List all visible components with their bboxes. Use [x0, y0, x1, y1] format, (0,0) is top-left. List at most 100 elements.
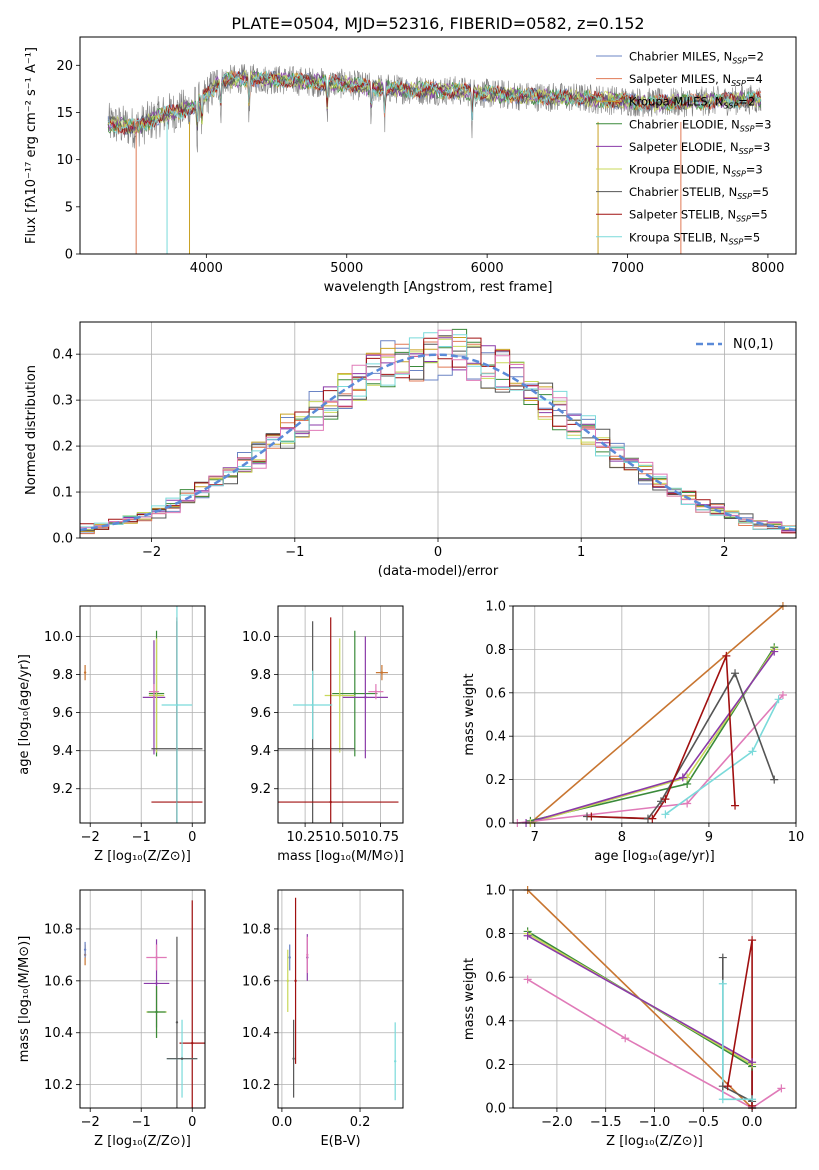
- panel-age-vs-mass: 10.25 10.50 10.75 9.2 9.4 9.6 9.8 10.0 mass [log…: [242, 605, 404, 864]
- axes-frame: [277, 605, 404, 824]
- data-point: [393, 1060, 397, 1063]
- data-point: [191, 1041, 194, 1045]
- legend-entry: Kroupa ELODIE, NSSP=3: [629, 163, 763, 179]
- data-point: [374, 690, 378, 693]
- x-tick-label: 0: [188, 1115, 196, 1130]
- x-tick-label: 0: [188, 830, 196, 845]
- legend-entry: Chabrier MILES, NSSP=2: [629, 50, 764, 66]
- model-spectrum-line: [107, 71, 762, 135]
- mass-weight-marker: [678, 773, 687, 782]
- x-tick-label: −2: [142, 545, 161, 560]
- panel-residuals: −2 −1 0 1 2 0.0 0.1 0.2 0.3 0.4 (data-model)/error…: [24, 321, 797, 579]
- x-tick-label: 6000: [471, 261, 504, 276]
- mass-weight-marker: [748, 1058, 757, 1067]
- mass-weight-series-line: [527, 978, 782, 1108]
- y-tick-label: 9.8: [250, 668, 271, 683]
- x-tick-label: 5000: [330, 261, 363, 276]
- y-tick-label: 0.4: [52, 348, 73, 363]
- y-tick-label: 10.6: [44, 974, 73, 989]
- y-tick-label: 10.8: [242, 922, 271, 937]
- mass-weight-marker: [723, 1082, 732, 1091]
- x-tick-label: 0.0: [272, 1115, 293, 1130]
- y-tick-label: 9.4: [52, 744, 73, 759]
- model-spectrum-line: [107, 70, 762, 135]
- data-point: [155, 956, 158, 959]
- mass-weight-marker: [770, 647, 779, 656]
- mass-weight-marker: [731, 801, 740, 810]
- panel-massweight-vs-age: 7 8 9 10 0.0 0.2 0.4 0.6 0.8 1.0 age [log₁₀(age/yr…: [462, 600, 804, 865]
- x-axis-label: wavelength [Angstrom, rest frame]: [324, 280, 553, 295]
- y-tick-label: 10.6: [242, 974, 271, 989]
- histogram-series: [80, 329, 796, 533]
- y-axis-label: age [log₁₀(age/yr)]: [17, 654, 32, 775]
- data-point: [311, 747, 314, 750]
- y-tick-label: 0.4: [485, 730, 506, 745]
- x-axis-label: age [log₁₀(age/yr)]: [594, 849, 715, 864]
- x-tick-label: 1: [577, 545, 585, 560]
- x-axis-label: E(B-V): [320, 1134, 360, 1149]
- mass-weight-marker: [748, 936, 757, 945]
- legend-entry: Kroupa MILES, NSSP=2: [629, 95, 755, 111]
- mass-weight-marker: [777, 1084, 786, 1093]
- y-tick-label: 9.2: [52, 782, 73, 797]
- data-point: [306, 953, 309, 957]
- panel-age-vs-Z: −2 −1 0 9.2 9.4 9.6 9.8 10.0 Z [log₁₀(Z/Z⊙)] age …: [17, 605, 206, 864]
- data-point: [152, 690, 156, 693]
- y-axis-label: mass [log₁₀(M/M⊙)]: [17, 936, 32, 1063]
- y-tick-label: 9.6: [250, 706, 271, 721]
- mass-weight-marker: [587, 812, 596, 821]
- y-tick-label: 9.2: [250, 782, 271, 797]
- y-tick-label: 10: [56, 153, 73, 168]
- panel-mass-vs-Z: −2 −1 0 10.2 10.4 10.6 10.8 Z [log₁₀(Z/Z⊙)] mass…: [17, 889, 206, 1149]
- y-tick-label: 10.2: [44, 1078, 73, 1093]
- y-tick-label: 0.2: [485, 773, 506, 788]
- mass-weight-marker: [648, 814, 657, 823]
- y-tick-label: 0.2: [52, 440, 73, 455]
- data-point: [364, 696, 367, 699]
- panel-mass-vs-EBV: 0.0 0.2 10.2 10.4 10.6 10.8 E(B-V): [242, 889, 404, 1149]
- y-axis-label: Flux [fλ10⁻¹⁷ erg cm⁻² s⁻¹ A⁻¹]: [24, 47, 39, 244]
- x-tick-label: −0.5: [688, 1115, 720, 1130]
- x-tick-label: −2: [81, 830, 100, 845]
- data-point: [155, 982, 158, 985]
- y-tick-label: 0.8: [485, 927, 506, 942]
- legend-entry: N(0,1): [733, 337, 774, 352]
- x-tick-label: 10.25: [286, 830, 323, 845]
- x-tick-label: −1: [132, 830, 151, 845]
- mass-weight-series-line: [721, 983, 753, 1101]
- x-tick-label: 0.0: [742, 1115, 763, 1130]
- x-tick-label: 0: [434, 545, 442, 560]
- mass-weight-series-line: [527, 930, 753, 1108]
- normal-curve: [80, 353, 796, 532]
- x-tick-label: 2: [720, 545, 728, 560]
- y-tick-label: 9.4: [250, 744, 271, 759]
- mass-weight-marker: [718, 953, 727, 962]
- x-tick-label: −1.5: [590, 1115, 622, 1130]
- data-point: [338, 694, 341, 697]
- mass-weight-marker: [770, 775, 779, 784]
- y-tick-label: 10.4: [44, 1026, 73, 1041]
- data-point: [175, 703, 179, 707]
- x-tick-label: 8: [618, 830, 626, 845]
- plot-area: [80, 328, 796, 535]
- y-tick-label: 0.4: [485, 1014, 506, 1029]
- x-axis-label: (data-model)/error: [378, 564, 499, 579]
- x-axis-label: Z [log₁₀(Z/Z⊙)]: [606, 1134, 703, 1149]
- legend-entry: Kroupa STELIB, NSSP=5: [629, 230, 760, 246]
- data-point: [180, 1057, 184, 1060]
- data-point: [83, 948, 87, 951]
- x-tick-label: 7: [531, 830, 539, 845]
- y-tick-label: 10.0: [44, 630, 73, 645]
- histogram-series: [80, 340, 796, 534]
- y-tick-label: 10.2: [242, 1078, 271, 1093]
- y-tick-label: 1.0: [485, 600, 506, 615]
- axes-frame: [79, 889, 206, 1109]
- plot-area: [83, 606, 203, 823]
- plot-area: [83, 900, 205, 1108]
- y-tick-label: 0.6: [485, 971, 506, 986]
- y-tick-label: 0.0: [485, 1102, 506, 1117]
- mass-weight-marker: [722, 651, 731, 660]
- y-tick-label: 0.2: [485, 1058, 506, 1073]
- data-point: [175, 1021, 179, 1024]
